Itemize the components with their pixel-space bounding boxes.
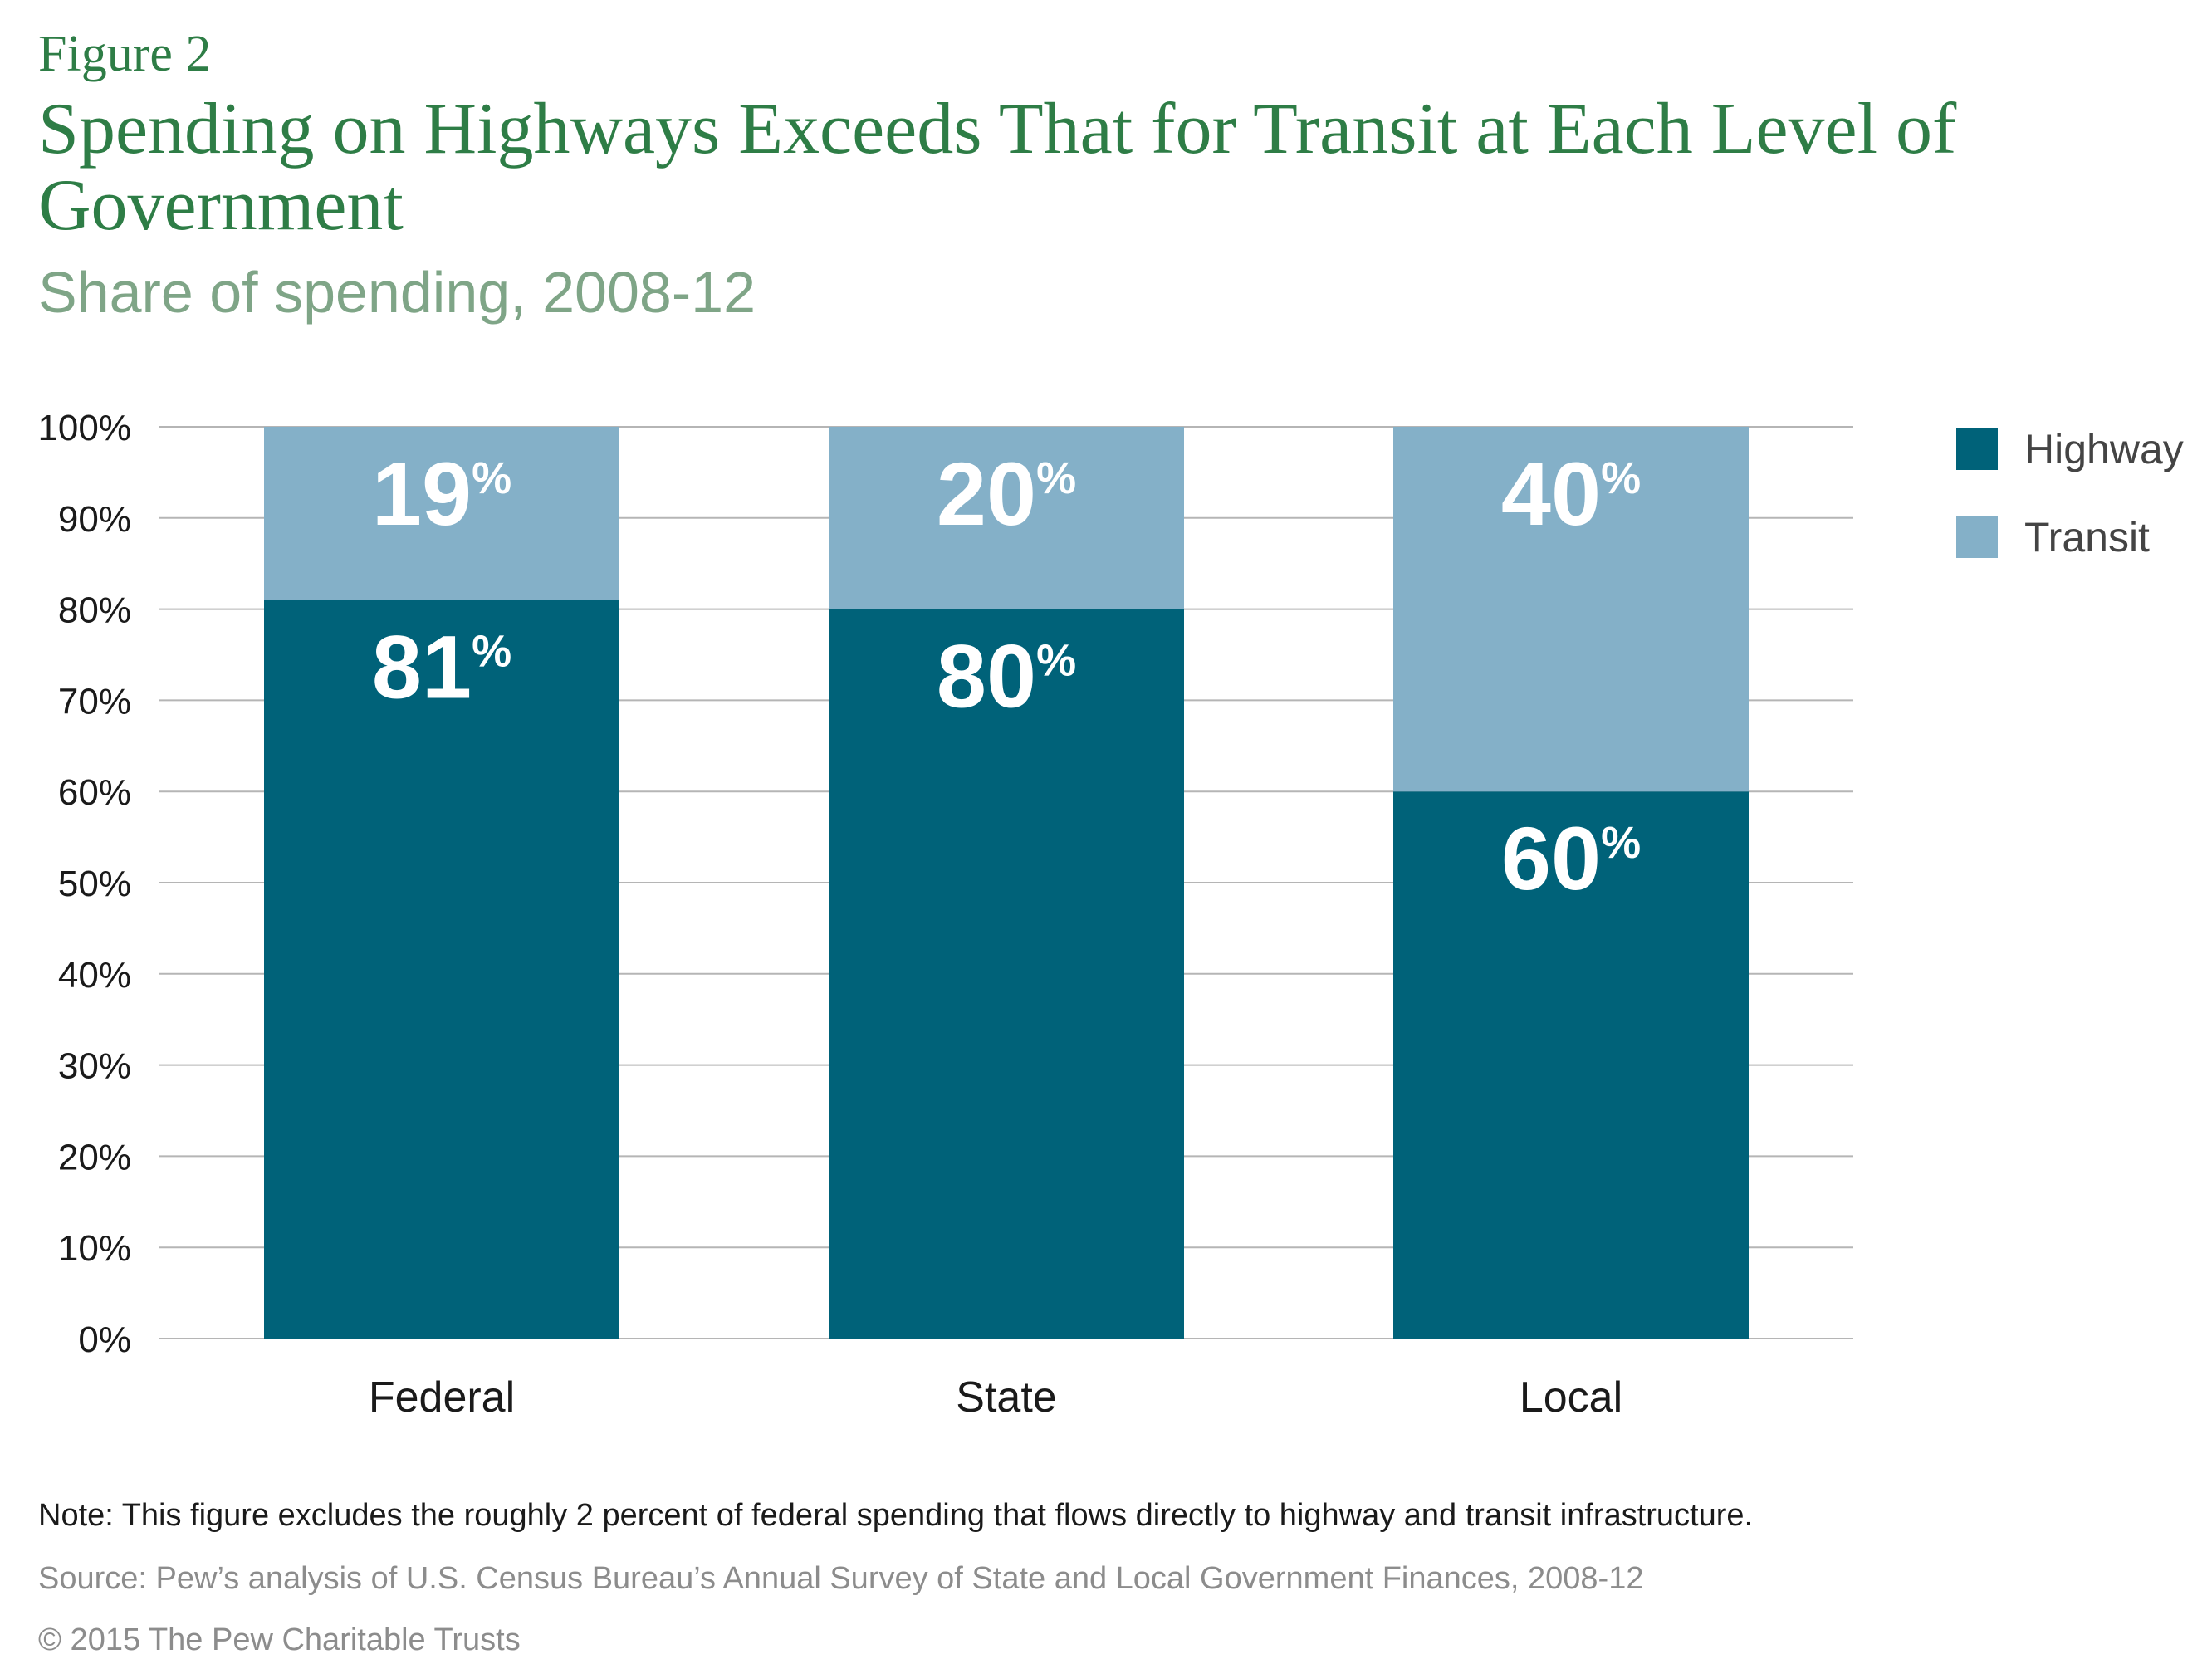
x-category-label: State xyxy=(956,1373,1056,1422)
y-tick-label: 40% xyxy=(58,955,131,996)
data-label: 80% xyxy=(937,626,1076,727)
data-label: 40% xyxy=(1501,443,1641,544)
bar-highway-state xyxy=(829,609,1184,1339)
legend-label-highway: Highway xyxy=(2024,426,2184,472)
bar-transit-state xyxy=(829,427,1184,609)
y-tick-label: 90% xyxy=(58,499,131,540)
stacked-bar-chart: 0% 10% 20% 30% 40% 50% 60% 70% 80% 90% 100% 81% 19%… xyxy=(37,408,1853,1422)
copyright-line: © 2015 The Pew Charitable Trusts xyxy=(38,1623,521,1657)
figure-label: Figure 2 xyxy=(38,26,212,82)
legend-item-highway: Highway xyxy=(1956,405,2184,493)
legend-swatch-highway xyxy=(1956,428,1998,470)
y-tick-label: 20% xyxy=(58,1137,131,1177)
y-tick-label: 10% xyxy=(58,1228,131,1269)
legend-label-transit: Transit xyxy=(2024,514,2150,560)
y-tick-label: 30% xyxy=(58,1046,131,1087)
y-tick-label: 70% xyxy=(58,681,131,722)
y-tick-label: 60% xyxy=(58,772,131,813)
bar-transit-local xyxy=(1393,427,1749,792)
legend-item-transit: Transit xyxy=(1956,493,2184,581)
data-label: 81% xyxy=(372,617,511,717)
bar-highway-federal xyxy=(264,600,619,1339)
data-label: 60% xyxy=(1501,808,1641,908)
legend-swatch-transit xyxy=(1956,516,1998,558)
label-layer: 81% 19% Federal 80% 20% State 60% 40% Local xyxy=(369,443,1641,1422)
x-category-label: Federal xyxy=(369,1373,515,1422)
bar-transit-federal xyxy=(264,427,619,600)
bar-layer xyxy=(264,427,1749,1339)
chart-subtitle: Share of spending, 2008-12 xyxy=(38,260,756,325)
source-line: Source: Pew’s analysis of U.S. Census Bu… xyxy=(38,1561,1644,1596)
y-tick-label: 100% xyxy=(37,408,131,448)
legend: Highway Transit xyxy=(1956,405,2184,581)
y-tick-label: 80% xyxy=(58,590,131,631)
bar-highway-local xyxy=(1393,791,1749,1339)
data-label: 20% xyxy=(937,443,1076,544)
footnote: Note: This figure excludes the roughly 2… xyxy=(38,1498,1754,1533)
y-tick-label: 50% xyxy=(58,864,131,904)
chart-title: Spending on Highways Exceeds That for Tr… xyxy=(38,89,1957,246)
y-tick-label: 0% xyxy=(78,1319,131,1360)
x-category-label: Local xyxy=(1520,1373,1622,1422)
data-label: 19% xyxy=(372,443,511,544)
